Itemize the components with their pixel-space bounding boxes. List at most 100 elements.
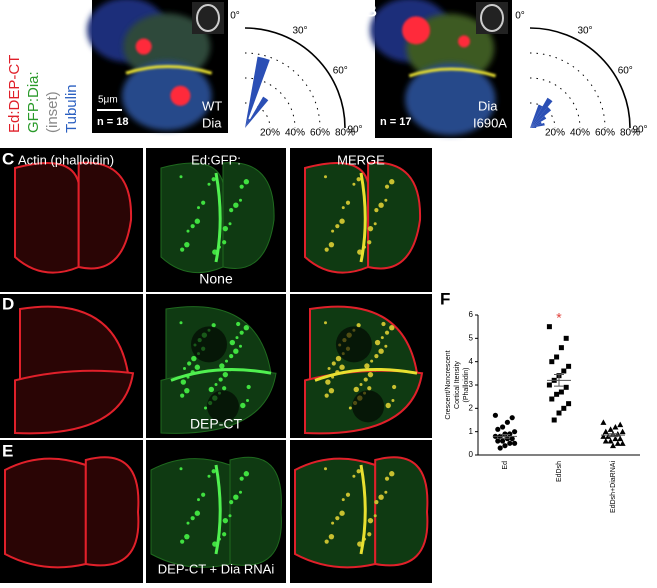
- micrograph-shape: [389, 471, 395, 477]
- r-tick-label: 20%: [260, 128, 280, 139]
- label: WT: [202, 98, 222, 113]
- micrograph-shape: [123, 13, 211, 80]
- micrograph-shape: [359, 464, 367, 555]
- micrograph-shape: [214, 172, 222, 263]
- data-point: [614, 440, 621, 446]
- data-point: [554, 391, 560, 397]
- data-point: [563, 335, 569, 341]
- micrograph-shape: [184, 241, 190, 248]
- data-point: [492, 412, 498, 418]
- micrograph-shape: [384, 330, 390, 335]
- label: Dia: [478, 98, 498, 113]
- micrograph-shape: [339, 218, 345, 224]
- data-point: [602, 428, 609, 435]
- micrograph-shape: [374, 354, 379, 359]
- micrograph-shape: [341, 206, 345, 210]
- micrograph-shape: [179, 175, 183, 179]
- rose-wedge: [245, 118, 250, 128]
- micrograph-shape: [125, 65, 213, 75]
- rose-wedge: [245, 96, 269, 128]
- significance-marker: *: [556, 309, 562, 325]
- micrograph-shape: [229, 208, 234, 213]
- data-point: [495, 438, 501, 444]
- micrograph-shape: [458, 35, 471, 48]
- micrograph-shape: [328, 241, 335, 248]
- micrograph-shape: [384, 344, 388, 348]
- micrograph-shape: [324, 247, 329, 252]
- micrograph-shape: [402, 16, 431, 45]
- data-point: [612, 435, 619, 442]
- stain-label: Ed:DEP-CT: [6, 55, 23, 133]
- x-tick-label: EdDsh+DiaRNAi: [610, 461, 617, 513]
- micrograph-shape: [194, 364, 201, 370]
- micrograph-shape: [186, 229, 190, 233]
- micrograph-shape: [367, 517, 374, 524]
- micrograph-shape: [179, 321, 183, 325]
- micrograph-shape: [194, 510, 201, 516]
- data-point: [619, 428, 626, 435]
- micrograph-shape: [194, 218, 201, 224]
- micrograph-shape: [229, 339, 236, 346]
- data-point: [509, 436, 515, 442]
- micrograph-shape: [352, 390, 385, 423]
- micrograph-shape: [225, 359, 228, 363]
- data-point: [617, 435, 624, 442]
- micrograph-shape: [214, 464, 222, 555]
- micrograph-shape: [222, 371, 229, 378]
- micrograph-shape: [218, 377, 223, 382]
- micrograph-shape: [348, 406, 352, 410]
- micrograph-shape: [339, 510, 345, 516]
- micrograph-shape: [207, 182, 211, 186]
- micrograph-shape: [233, 202, 239, 208]
- micrograph-shape: [222, 517, 229, 524]
- data-point: [511, 429, 518, 435]
- grid-arc: [244, 77, 296, 129]
- label: Ed:GFP:: [191, 152, 241, 167]
- micrograph-shape: [359, 172, 367, 263]
- r-tick-label: 80%: [620, 128, 640, 139]
- micrograph-shape: [243, 179, 250, 185]
- data-point: [612, 424, 619, 430]
- micrograph-shape: [233, 348, 239, 354]
- micrograph-shape: [222, 225, 229, 232]
- data-point: [600, 433, 607, 439]
- micrograph-shape: [239, 344, 242, 348]
- data-point: [509, 415, 515, 421]
- micrograph-shape: [389, 179, 395, 185]
- micrograph-shape: [378, 348, 384, 354]
- micrograph-shape: [235, 336, 239, 340]
- rose-wedge: [245, 56, 270, 128]
- label: I690A: [473, 115, 507, 130]
- micrograph-shape: [374, 456, 429, 567]
- error-bar: [608, 433, 618, 438]
- rose-wedge: [530, 126, 537, 128]
- micrograph-shape: [243, 471, 250, 477]
- data-point: [546, 324, 552, 330]
- micrograph-shape: [240, 402, 246, 409]
- micrograph-shape: [233, 494, 239, 500]
- micrograph-shape: [121, 61, 212, 131]
- y-tick-label: 1: [469, 427, 474, 436]
- micrograph-shape: [204, 406, 207, 410]
- label: 5μm: [98, 95, 118, 106]
- panel-label: D: [2, 294, 14, 313]
- y-tick-label: 5: [469, 333, 474, 342]
- y-tick-label: 2: [469, 403, 474, 412]
- micrograph-shape: [180, 539, 185, 544]
- micrograph-shape: [480, 4, 504, 32]
- micrograph-shape: [408, 67, 496, 78]
- micrograph-shape: [325, 379, 331, 385]
- micrograph-shape: [77, 161, 133, 270]
- micrograph-shape: [331, 521, 335, 525]
- micrograph-shape: [324, 393, 329, 398]
- micrograph-shape: [239, 184, 244, 189]
- micrograph-shape: [324, 539, 329, 544]
- micrograph-shape: [222, 386, 227, 391]
- grid-arc: [244, 102, 271, 129]
- angle-tick-label: 90°: [632, 125, 647, 136]
- y-tick-label: 6: [469, 310, 474, 319]
- stain-label: (inset): [44, 91, 61, 133]
- micrographs: [0, 0, 512, 584]
- micrograph-shape: [184, 387, 190, 394]
- r-tick-label: 40%: [570, 128, 590, 139]
